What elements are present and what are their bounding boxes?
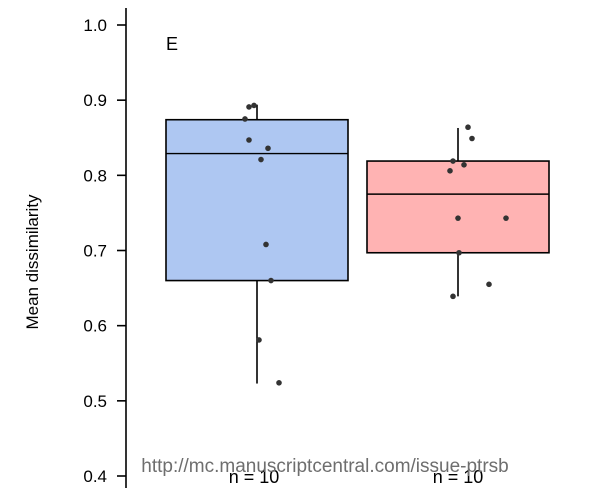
box-group-2 [366, 160, 550, 254]
data-point [450, 293, 456, 300]
data-point [450, 158, 456, 164]
data-point [503, 215, 509, 221]
y-tick-label: 0.5 [83, 392, 107, 411]
n-label: n = 10 [433, 467, 484, 487]
data-point [461, 162, 467, 168]
data-point [246, 137, 252, 143]
n-labels: n = 10 n = 10 [229, 467, 484, 487]
data-point [455, 215, 461, 221]
data-point [456, 249, 462, 256]
watermark: http://mc.manuscriptcentral.com/issue-pt… [141, 456, 508, 477]
boxes [165, 104, 550, 384]
y-tick-label: 0.8 [83, 166, 107, 185]
y-axis: 0.4 0.5 0.6 0.7 0.8 0.9 1.0 [83, 8, 127, 488]
data-point [246, 104, 252, 110]
y-tick-label: 0.6 [83, 317, 107, 336]
data-point [258, 156, 264, 163]
data-points [242, 102, 509, 386]
box-group-1 [165, 118, 349, 282]
data-point [486, 281, 492, 288]
data-point [256, 337, 262, 343]
y-tick-label: 0.4 [83, 467, 107, 486]
data-point [469, 135, 475, 142]
panel-label: E [166, 34, 178, 54]
data-point [242, 116, 248, 122]
data-point [465, 124, 471, 131]
data-point [263, 241, 269, 248]
n-label: n = 10 [229, 467, 280, 487]
data-point [265, 145, 271, 152]
y-tick-label: 1.0 [83, 16, 107, 35]
y-axis-title: Mean dissimilarity [23, 194, 42, 330]
y-tick-label: 0.9 [83, 91, 107, 110]
data-point [251, 102, 257, 109]
data-point [276, 379, 282, 386]
y-tick-label: 0.7 [83, 242, 107, 261]
data-point [268, 277, 274, 284]
data-point [447, 168, 453, 174]
